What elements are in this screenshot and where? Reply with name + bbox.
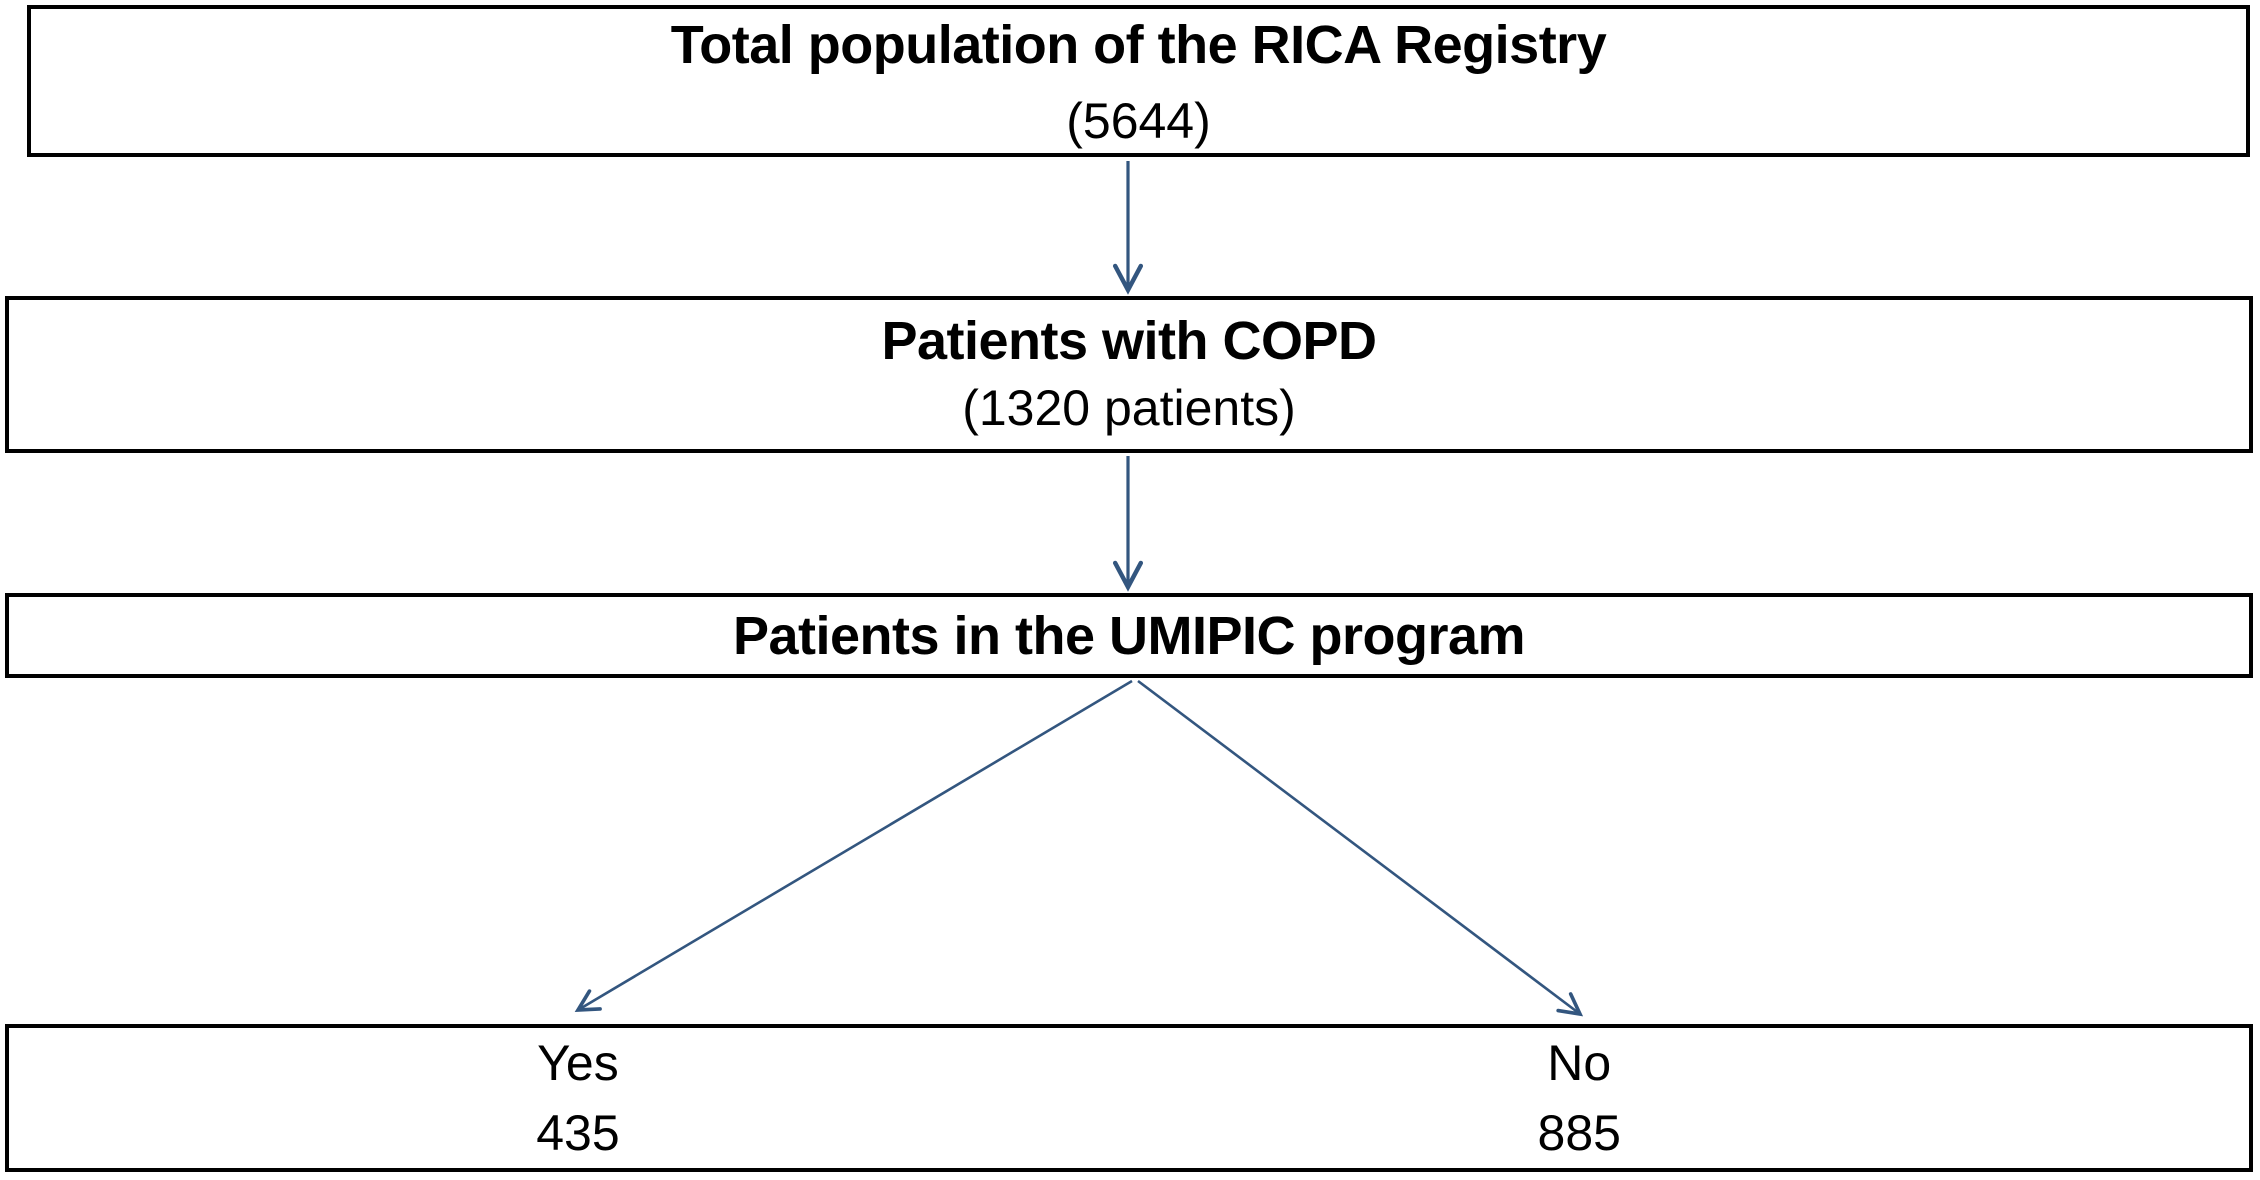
outcome-no-value: 885 bbox=[1537, 1105, 1621, 1161]
outcome-yes-column: Yes 435 bbox=[536, 1028, 619, 1168]
registry-title: Total population of the RICA Registry bbox=[670, 15, 1607, 75]
node-umipic-program: Patients in the UMIPIC program bbox=[5, 593, 2253, 678]
node-patients-with-copd: Patients with COPD (1320 patients) bbox=[5, 296, 2253, 453]
outcome-yes-value: 435 bbox=[536, 1105, 620, 1161]
node-registry-total-population: Total population of the RICA Registry (5… bbox=[27, 5, 2250, 157]
umipic-title: Patients in the UMIPIC program bbox=[732, 605, 1526, 666]
copd-title: Patients with COPD bbox=[881, 311, 1377, 371]
node-umipic-outcome: Yes 435 No 885 bbox=[5, 1024, 2253, 1172]
copd-count: (1320 patients) bbox=[962, 380, 1296, 436]
arrow-umipic-to-yes bbox=[574, 679, 1133, 1012]
outcome-no-label: No bbox=[1547, 1035, 1612, 1091]
arrow-umipic-to-no bbox=[1137, 679, 1584, 1017]
outcome-no-column: No 885 bbox=[1538, 1028, 1621, 1168]
registry-count: (5644) bbox=[1066, 93, 1211, 149]
outcome-yes-label: Yes bbox=[537, 1035, 619, 1091]
